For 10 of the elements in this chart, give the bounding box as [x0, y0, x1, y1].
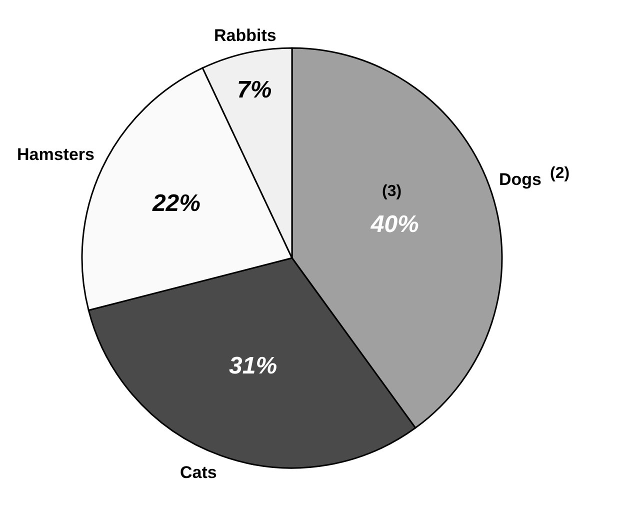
slice-label: Dogs: [499, 170, 542, 189]
data-label: 7%: [237, 76, 272, 104]
slice-label: Rabbits: [214, 26, 276, 45]
slice-label: Hamsters: [17, 145, 94, 164]
text: (3): [382, 183, 402, 200]
data-label: 22%: [151, 190, 200, 217]
slice-label: Cats: [180, 463, 217, 482]
data-label: 40%: [370, 211, 419, 238]
text: (2): [550, 165, 570, 182]
data-label: 31%: [229, 352, 278, 380]
